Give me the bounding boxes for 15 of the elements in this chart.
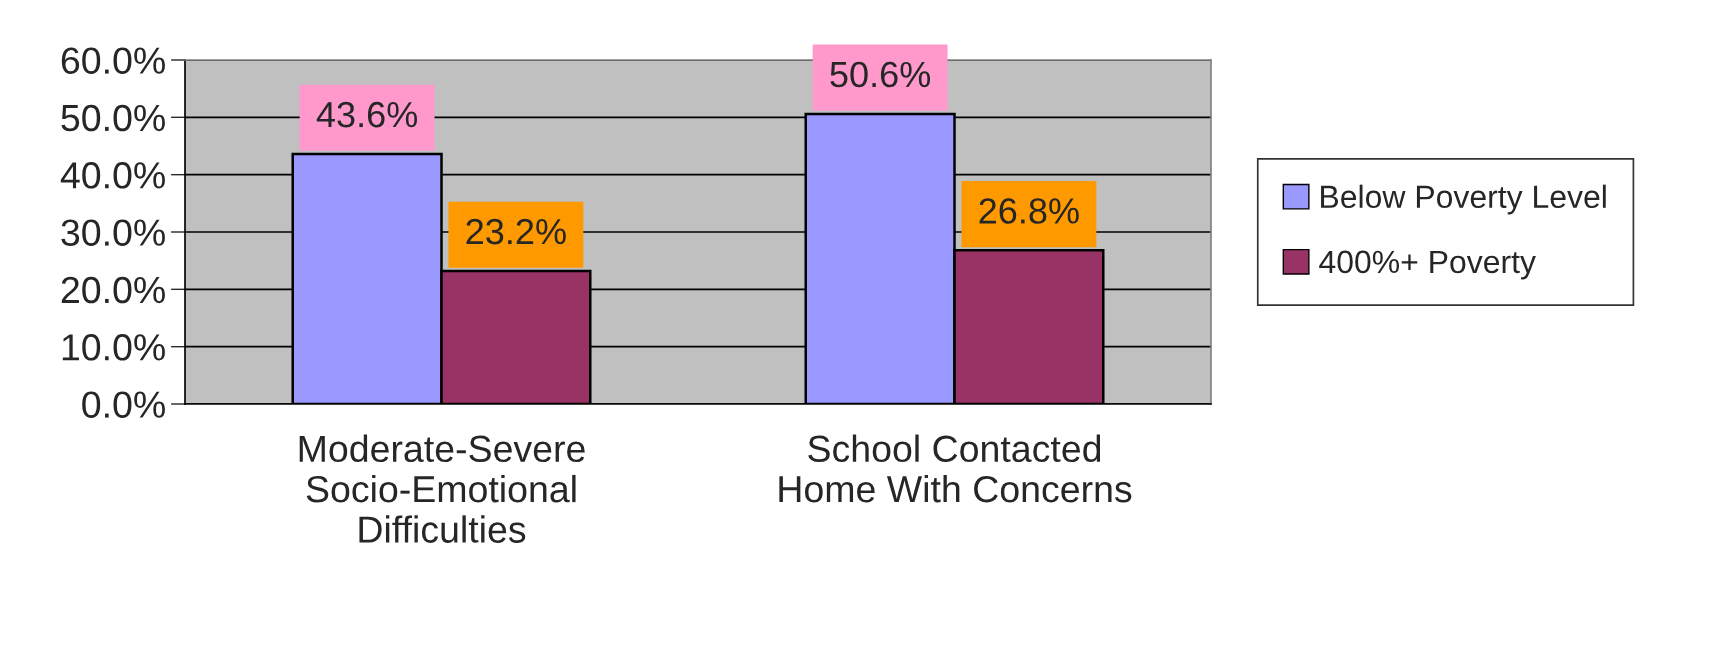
data-label: 26.8%: [979, 198, 1079, 224]
y-tick-label: 30.0%: [61, 219, 165, 246]
y-tick-label: 20.0%: [61, 276, 165, 304]
x-tick-label: School Contacted Home With Concerns: [779, 434, 1132, 503]
y-tick-label: 0.0%: [82, 391, 165, 418]
y-tick-label: 60.0%: [61, 47, 165, 74]
legend-label: 400%+ Poverty: [1319, 250, 1536, 280]
data-label: 43.6%: [316, 101, 418, 128]
data-label: 23.2%: [466, 218, 566, 245]
data-label: 50.6%: [830, 61, 931, 88]
x-tick-label: Moderate-Severe Socio-Emotional Difficulties: [299, 434, 585, 543]
y-tick-label: 40.0%: [60, 162, 165, 189]
legend-label: Below Poverty Level: [1321, 184, 1606, 215]
y-tick-label: 50.0%: [61, 104, 165, 132]
y-tick-label: 10.0%: [62, 334, 165, 361]
